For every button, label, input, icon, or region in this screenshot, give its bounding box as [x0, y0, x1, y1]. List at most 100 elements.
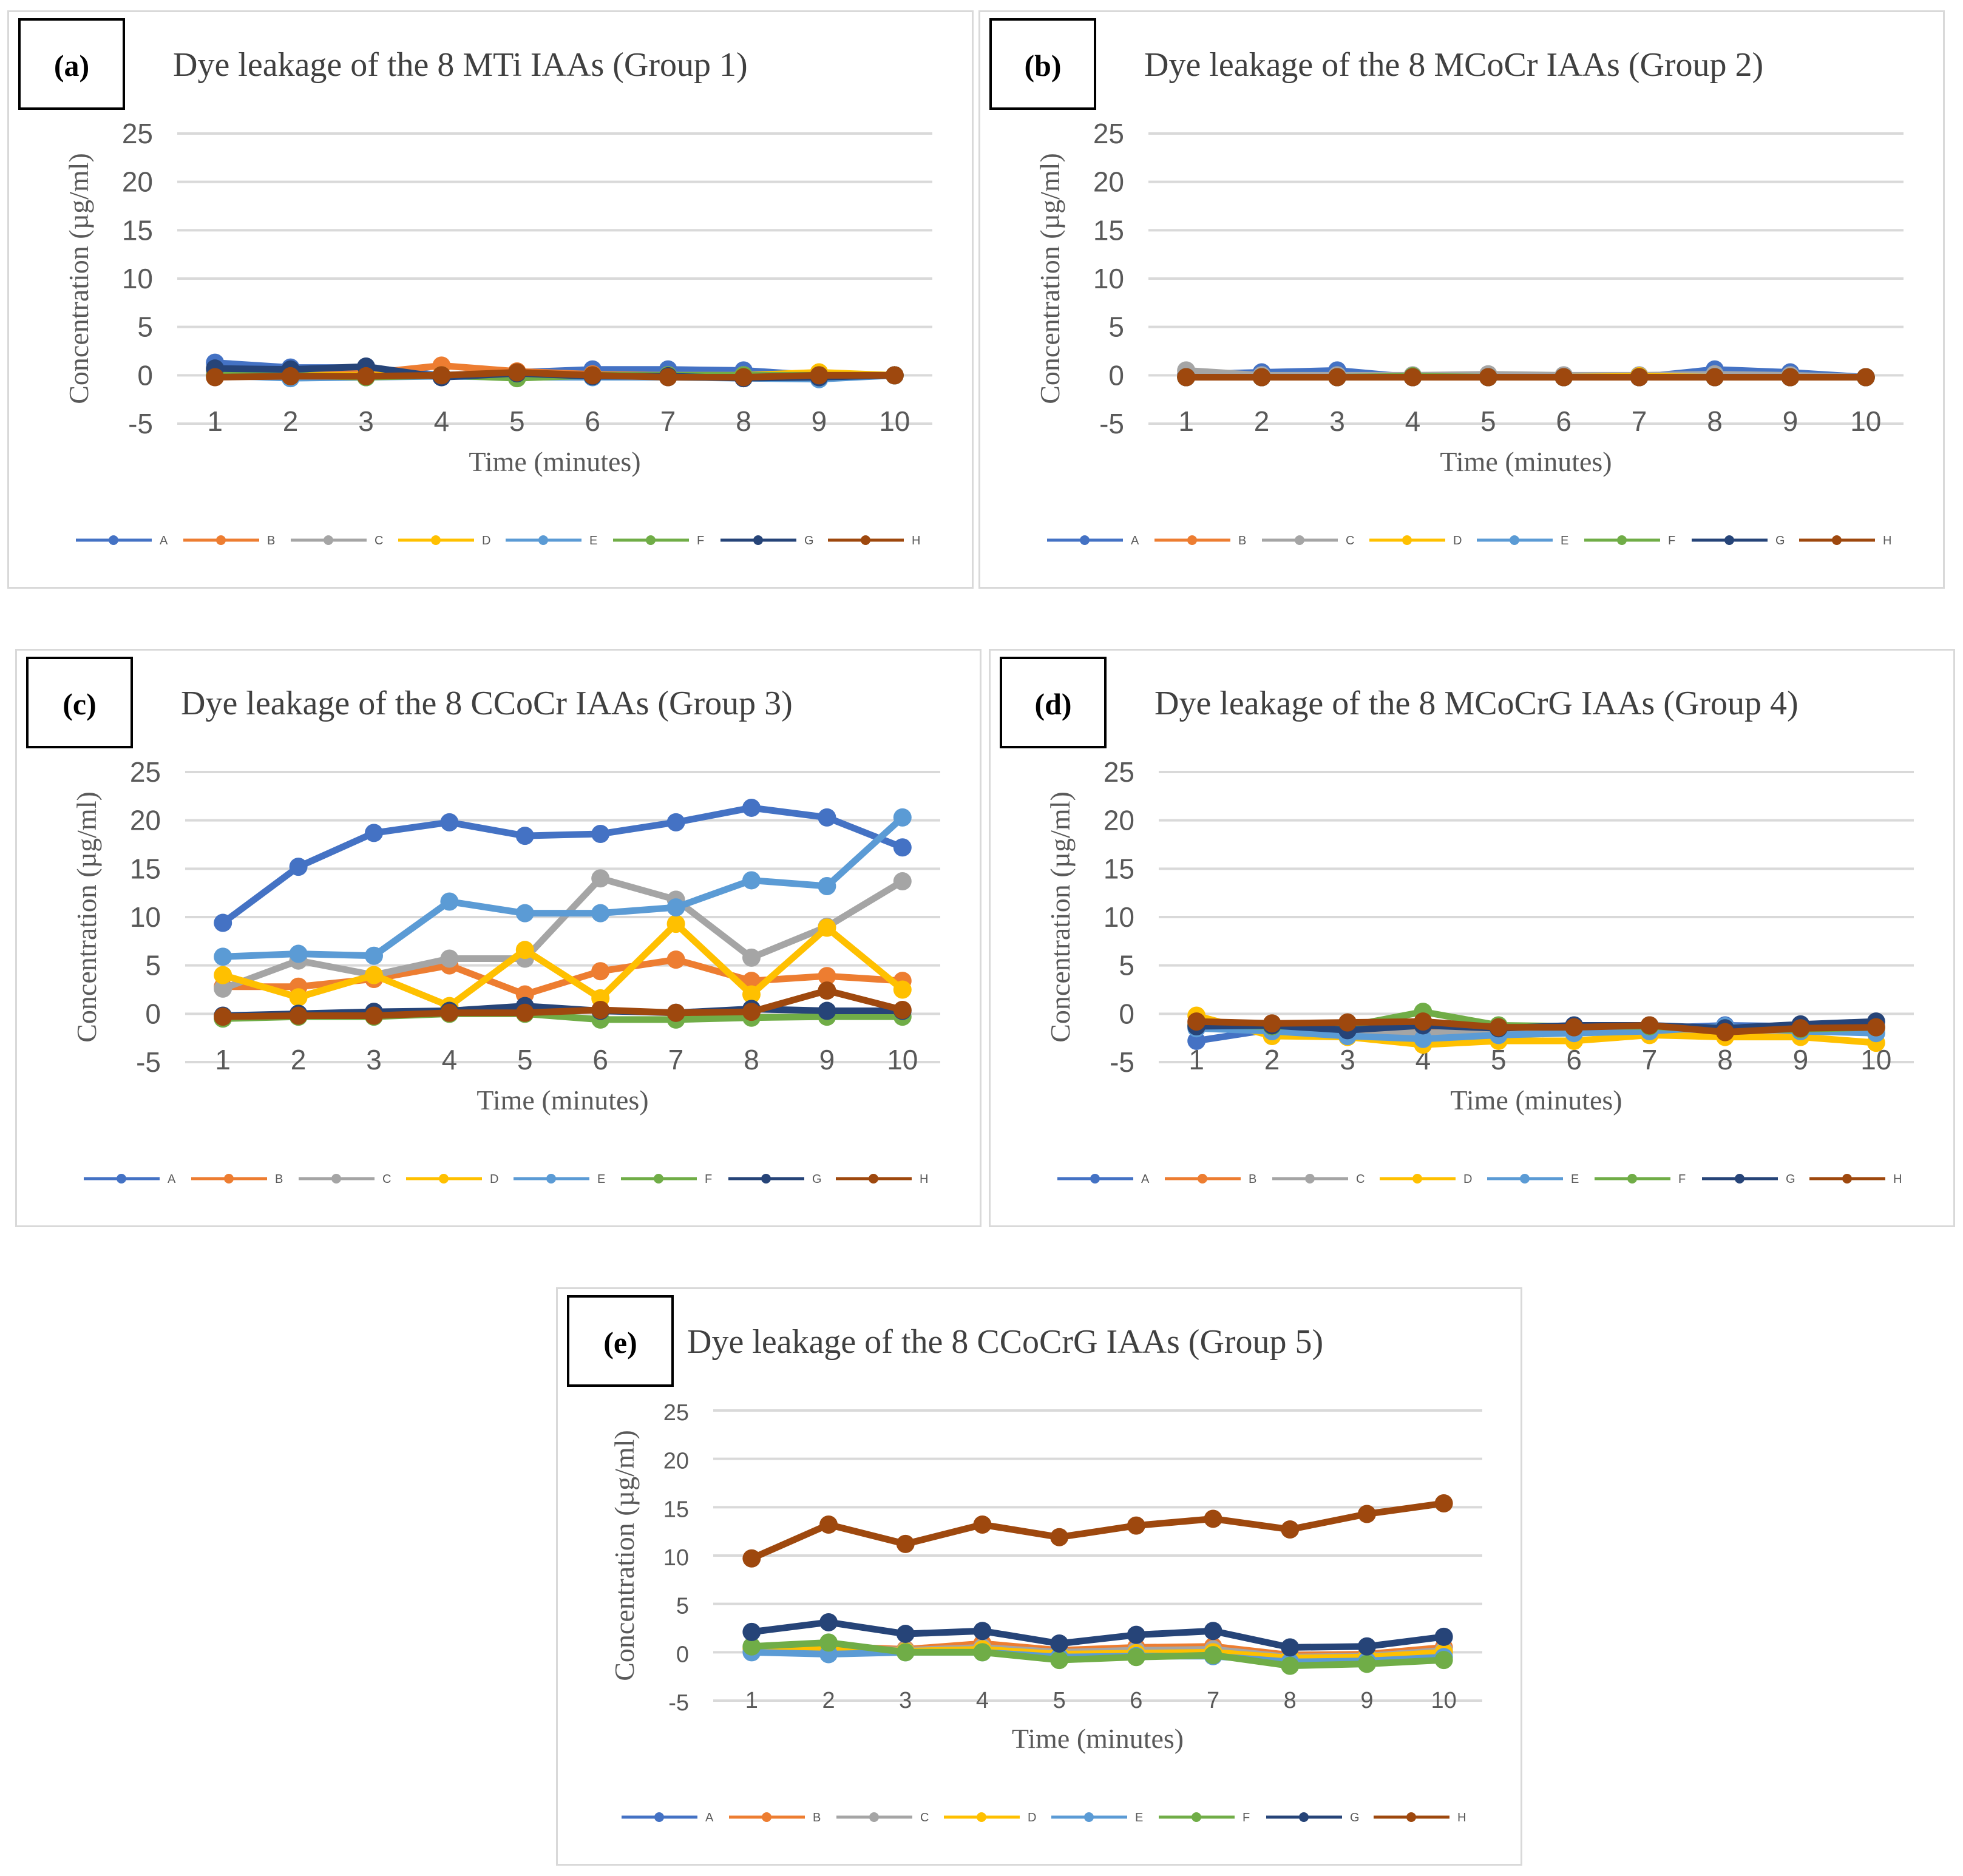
data-point-A: [289, 858, 308, 876]
data-point-D: [818, 918, 836, 937]
data-point-H: [1434, 1494, 1453, 1512]
data-point-H: [1565, 1018, 1584, 1037]
data-point-F: [1357, 1654, 1376, 1673]
chart-svg: (d) Dye leakage of the 8 MCoCrG IAAs (Gro…: [1000, 657, 1914, 1186]
data-point-A: [1187, 1031, 1206, 1050]
data-point-F: [973, 1643, 992, 1662]
data-point-C: [742, 948, 761, 967]
legend-label: D: [482, 534, 490, 547]
x-tick-label: 10: [879, 405, 910, 437]
chart-panel-c: (c) Dye leakage of the 8 CCoCr IAAs (Grou…: [15, 649, 982, 1227]
series-line-H: [1196, 1018, 1876, 1036]
panel-label-box: [989, 18, 1096, 110]
x-tick-label: 2: [291, 1044, 307, 1075]
legend-label: H: [1883, 534, 1891, 547]
x-axis-title: Time (minutes): [1440, 446, 1612, 477]
legend-label: G: [1350, 1811, 1360, 1824]
data-point-F: [1204, 1646, 1222, 1665]
x-tick-label: 1: [1178, 405, 1194, 437]
series-H: [1187, 1012, 1885, 1041]
data-point-H: [1716, 1023, 1734, 1041]
legend-label: D: [490, 1173, 498, 1186]
legend-marker-E: [546, 1174, 556, 1184]
series-line-E: [222, 814, 905, 960]
data-point-H: [1554, 368, 1573, 387]
data-point-A: [214, 913, 232, 932]
data-point-H: [1263, 1014, 1281, 1033]
y-tick-label: 5: [145, 950, 161, 981]
x-tick-label: 4: [1405, 405, 1421, 437]
x-tick-label: 5: [509, 405, 525, 437]
legend-label: A: [705, 1811, 714, 1824]
series-line-H: [750, 1500, 1445, 1562]
series-G: [742, 1613, 1453, 1657]
data-point-H: [1479, 368, 1497, 387]
panel-label: (a): [54, 49, 89, 83]
panel-label-box: [18, 18, 125, 110]
data-point-D: [214, 966, 232, 984]
legend-label: H: [920, 1173, 928, 1186]
data-point-E: [515, 904, 534, 923]
data-point-H: [1630, 368, 1649, 387]
legend-marker-C: [869, 1812, 879, 1822]
x-tick-label: 10: [887, 1044, 918, 1075]
x-tick-label: 9: [812, 405, 827, 437]
legend-marker-E: [1084, 1812, 1094, 1822]
legend-marker-F: [1627, 1174, 1637, 1184]
x-tick-label: 1: [207, 405, 223, 437]
data-point-A: [515, 827, 534, 845]
y-tick-label: 10: [1093, 263, 1124, 294]
x-axis-title: Time (minutes): [1450, 1085, 1622, 1116]
series-line-H: [215, 369, 895, 381]
data-point-H: [810, 366, 829, 385]
series-line-H: [223, 987, 904, 1020]
data-point-F: [742, 1637, 761, 1656]
series-line-A: [220, 804, 904, 926]
legend-label: D: [1028, 1811, 1036, 1824]
data-point-G: [1357, 1637, 1376, 1656]
data-point-A: [591, 824, 610, 843]
series-A: [214, 798, 912, 932]
data-point-E: [591, 904, 610, 923]
legend-marker-F: [1617, 535, 1627, 545]
legend-marker-H: [1406, 1812, 1416, 1822]
data-point-H: [440, 1003, 459, 1022]
x-tick-label: 3: [899, 1688, 912, 1713]
x-tick-label: 10: [1431, 1688, 1457, 1713]
legend-label: B: [813, 1811, 821, 1824]
x-tick-label: 7: [660, 405, 676, 437]
y-tick-label: 15: [122, 214, 153, 246]
legend-marker-D: [977, 1812, 986, 1822]
legend-marker-G: [753, 535, 763, 545]
legend-marker-C: [331, 1174, 341, 1184]
data-point-H: [1781, 368, 1800, 387]
data-point-E: [1414, 1029, 1432, 1048]
legend-label: F: [1243, 1811, 1250, 1824]
data-point-F: [1434, 1651, 1453, 1670]
x-tick-label: 4: [442, 1044, 458, 1075]
series-F: [742, 1633, 1453, 1675]
chart-title: Dye leakage of the 8 MCoCrG IAAs (Group …: [1154, 685, 1799, 722]
legend-marker-H: [1832, 535, 1842, 545]
legend-label: D: [1453, 534, 1462, 547]
data-point-H: [885, 366, 904, 385]
series-C: [1177, 361, 1875, 387]
data-point-H: [1706, 368, 1724, 387]
x-tick-label: 2: [1254, 405, 1270, 437]
data-point-G: [742, 1622, 761, 1641]
y-tick-label: 15: [663, 1497, 689, 1522]
legend-marker-H: [869, 1174, 878, 1184]
x-tick-label: 1: [745, 1688, 758, 1713]
x-tick-label: 8: [744, 1044, 759, 1075]
y-tick-label: 20: [122, 166, 153, 198]
legend-label: F: [697, 534, 704, 547]
series-line-C: [222, 875, 904, 992]
data-point-D: [893, 980, 912, 999]
legend-label: G: [812, 1173, 822, 1186]
legend-label: C: [1356, 1173, 1365, 1186]
legend-label: B: [267, 534, 275, 547]
y-tick-label: 5: [137, 311, 153, 343]
series-line-G: [751, 1619, 1445, 1651]
x-tick-label: 2: [1264, 1044, 1280, 1075]
y-axis-title: Concentration (µg/ml): [1034, 153, 1065, 404]
